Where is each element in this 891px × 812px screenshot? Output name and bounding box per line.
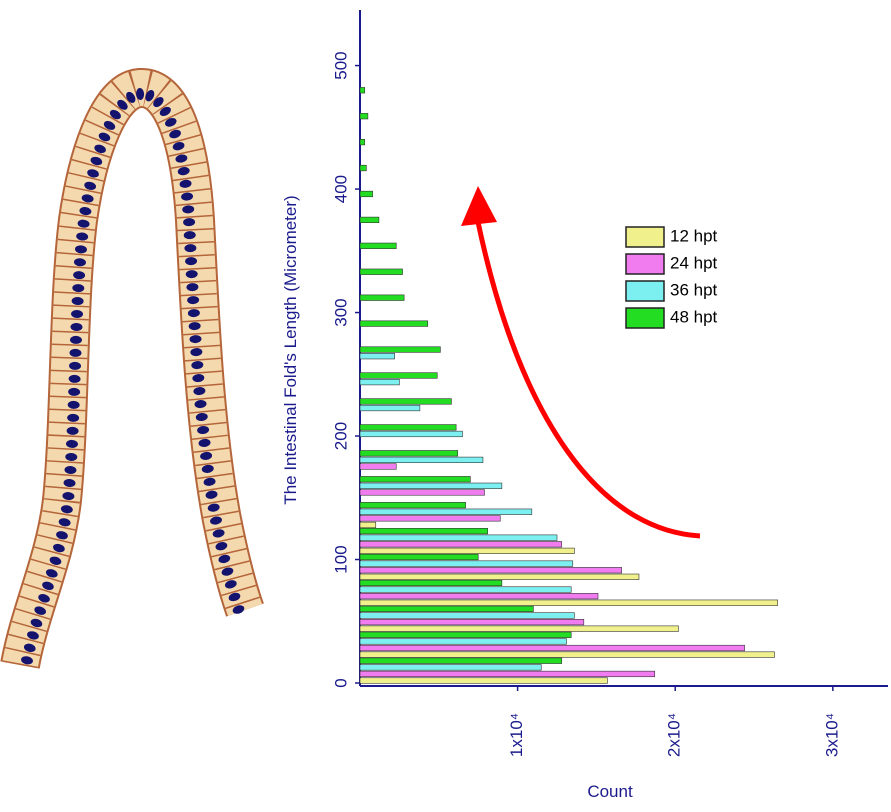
bar	[360, 626, 678, 632]
bar	[360, 613, 574, 619]
bar	[360, 373, 437, 379]
bar	[360, 217, 379, 223]
bar	[360, 600, 778, 606]
bar	[360, 450, 458, 456]
bar	[360, 639, 566, 645]
bar	[360, 431, 462, 437]
bar	[360, 243, 396, 249]
y-tick-label: 400	[331, 175, 350, 203]
bar	[360, 457, 483, 463]
bar	[360, 347, 440, 353]
x-axis-label: Count	[587, 782, 633, 801]
bar	[360, 587, 571, 593]
legend-swatch	[626, 281, 664, 301]
bar	[360, 516, 500, 522]
bar	[360, 321, 428, 327]
y-tick-label: 0	[331, 678, 350, 687]
x-tick-label: 2x10⁴	[665, 713, 684, 757]
legend-label: 24 hpt	[670, 253, 718, 272]
legend-swatch	[626, 227, 664, 247]
arrowhead	[461, 186, 497, 226]
bar	[360, 548, 574, 554]
bar	[360, 269, 403, 275]
bar	[360, 574, 639, 580]
legend-swatch	[626, 308, 664, 328]
bar	[360, 191, 373, 197]
intestinal-fold-illustration	[20, 88, 245, 666]
bar	[360, 425, 456, 431]
bar	[360, 509, 532, 515]
bar	[360, 541, 562, 547]
x-tick-label: 3x10⁴	[822, 713, 841, 757]
legend-swatch	[626, 254, 664, 274]
bar	[360, 522, 376, 528]
plot: 0 100 200 300 400 500 1x10⁴ 2x10⁴ 3x10⁴ 12 hpt 24 …	[331, 10, 888, 757]
bar	[360, 658, 562, 664]
bar	[360, 476, 470, 482]
y-tick-label: 100	[331, 545, 350, 573]
bar	[360, 379, 399, 385]
legend-label: 48 hpt	[670, 307, 718, 326]
arrow	[478, 222, 700, 536]
bar	[360, 528, 488, 534]
bar	[360, 353, 395, 359]
bar	[360, 139, 365, 145]
bar	[360, 632, 571, 638]
bar	[360, 619, 584, 625]
fold-cells	[20, 88, 245, 665]
legend-label: 12 hpt	[670, 226, 718, 245]
bar	[360, 165, 366, 171]
bar	[360, 490, 485, 496]
bar	[360, 678, 607, 684]
bar	[360, 580, 502, 586]
y-tick-label: 300	[331, 298, 350, 326]
y-tick-label: 500	[331, 51, 350, 79]
bar	[360, 87, 365, 93]
bar	[360, 593, 598, 599]
bar	[360, 567, 622, 573]
bar	[360, 535, 557, 541]
bar	[360, 606, 533, 612]
bar	[360, 554, 478, 560]
bar	[360, 502, 466, 508]
bar	[360, 405, 420, 411]
bar	[360, 652, 775, 658]
bar	[360, 113, 368, 119]
bar	[360, 399, 451, 405]
figure: The Intestinal Fold's Length (Micrometer…	[0, 0, 891, 812]
y-tick-label: 200	[331, 422, 350, 450]
bar	[360, 464, 396, 470]
bar	[360, 645, 745, 651]
bar	[360, 561, 573, 567]
x-tick-label: 1x10⁴	[507, 713, 526, 757]
bar	[360, 671, 655, 677]
y-axis-label: The Intestinal Fold's Length (Micrometer…	[281, 195, 300, 504]
legend-label: 36 hpt	[670, 280, 718, 299]
bar	[360, 483, 502, 489]
bar	[360, 665, 541, 671]
bar	[360, 295, 404, 301]
